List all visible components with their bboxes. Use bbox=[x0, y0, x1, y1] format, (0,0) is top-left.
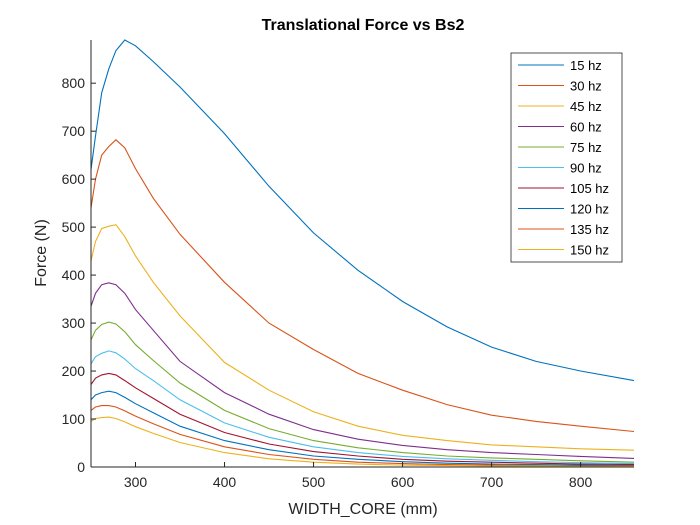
y-tick-label: 100 bbox=[62, 411, 86, 427]
y-tick-label: 700 bbox=[62, 123, 86, 139]
x-axis-label: WIDTH_CORE (mm) bbox=[288, 501, 437, 518]
legend-entry-label: 90 hz bbox=[570, 161, 602, 176]
y-tick-label: 200 bbox=[62, 363, 86, 379]
y-tick-label: 600 bbox=[62, 171, 86, 187]
y-tick-label: 0 bbox=[77, 459, 85, 475]
y-tick-label: 300 bbox=[62, 315, 86, 331]
y-axis-label: Force (N) bbox=[33, 219, 50, 287]
y-axis-ticks: 0 100 200 300 400 500 600 700 800 bbox=[62, 75, 96, 475]
series-line-30-hz bbox=[90, 139, 635, 433]
x-tick-label: 500 bbox=[302, 474, 326, 490]
legend-entry-label: 120 hz bbox=[570, 202, 609, 217]
x-tick-label: 300 bbox=[124, 474, 148, 490]
legend-entry-label: 150 hz bbox=[570, 243, 609, 258]
series-line-15-hz bbox=[90, 39, 635, 382]
legend-entry-label: 15 hz bbox=[570, 58, 602, 73]
x-tick-label: 800 bbox=[569, 474, 593, 490]
chart-title: Translational Force vs Bs2 bbox=[262, 17, 465, 34]
x-tick-label: 700 bbox=[480, 474, 504, 490]
series-line-60-hz bbox=[90, 282, 635, 459]
legend-entry-label: 75 hz bbox=[570, 140, 602, 155]
series-line-75-hz bbox=[90, 321, 635, 463]
y-tick-label: 400 bbox=[62, 267, 86, 283]
x-tick-label: 400 bbox=[213, 474, 237, 490]
series-line-45-hz bbox=[90, 224, 635, 451]
legend-entry-label: 105 hz bbox=[570, 181, 609, 196]
legend-entry-label: 60 hz bbox=[570, 120, 602, 135]
legend-entry-label: 45 hz bbox=[570, 99, 602, 114]
x-tick-label: 600 bbox=[391, 474, 415, 490]
y-tick-label: 800 bbox=[62, 75, 86, 91]
legend-entry-label: 30 hz bbox=[570, 79, 602, 94]
legend-box bbox=[510, 52, 623, 263]
legend: 15 hz 30 hz 45 hz 60 hz 75 hz 90 hz 105 hz 120 … bbox=[510, 52, 623, 263]
y-tick-label: 500 bbox=[62, 219, 86, 235]
legend-entry-label: 135 hz bbox=[570, 222, 609, 237]
x-axis-ticks: 300 400 500 600 700 800 bbox=[124, 462, 593, 490]
series-line-90-hz bbox=[90, 350, 635, 465]
